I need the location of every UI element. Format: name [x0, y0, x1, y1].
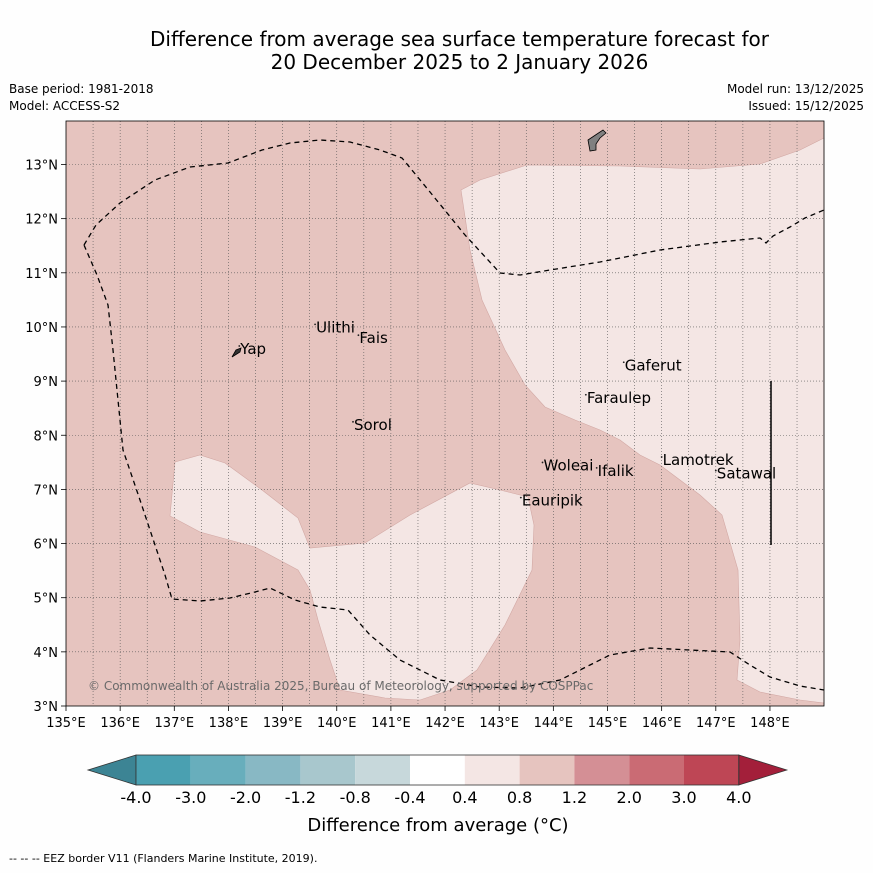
gridlines: [66, 121, 824, 706]
eez-border: [83, 139, 825, 691]
place-dot: [238, 345, 241, 347]
x-tick-label: 146°E: [642, 716, 682, 731]
copyright-notice: © Commonwealth of Australia 2025, Bureau…: [88, 679, 593, 693]
colorbar: -4.0 -3.0 -2.0 -1.2 -0.8 -0.4 0.4 0.8 1.2 2.0 3.0 4…: [86, 754, 789, 807]
x-tick-label: 141°E: [371, 716, 411, 731]
x-tick-label: 140°E: [317, 716, 357, 731]
anomaly-region-south: [169, 454, 535, 701]
meta-right: Model run: 13/12/2025 Issued: 15/12/2025: [727, 81, 864, 115]
colorbar-label: 4.0: [726, 788, 751, 807]
y-tick-label: 8°N: [34, 429, 59, 444]
x-tick-label: 137°E: [155, 716, 195, 731]
place-label-eauripik: Eauripik: [522, 492, 583, 510]
place-label-fais: Fais: [359, 329, 388, 347]
place-label-woleai: Woleai: [544, 456, 594, 474]
colorbar-min-arrow: [86, 754, 137, 786]
y-tick-label: 4°N: [34, 646, 59, 661]
colorbar-label: 0.8: [507, 788, 532, 807]
place-label-faraulep: Faraulep: [587, 389, 651, 407]
x-tick-label: 144°E: [534, 716, 574, 731]
place-dot: [660, 456, 663, 458]
y-tick-label: 10°N: [25, 321, 58, 336]
colorbar-label: -4.0: [120, 788, 151, 807]
colorbar-label: 0.4: [452, 788, 477, 807]
x-axis-ticks: 135°E 136°E 137°E 138°E 139°E 140°E 141°E 142°E…: [46, 706, 790, 731]
colorbar-segment: [410, 755, 465, 785]
y-tick-label: 9°N: [34, 375, 59, 390]
colorbar-segment: [136, 755, 191, 785]
place-label-satawal: Satawal: [717, 465, 776, 483]
colorbar-label: -3.0: [175, 788, 206, 807]
place-dot: [595, 466, 598, 469]
colorbar-label: 1.2: [562, 788, 587, 807]
meta-left: Base period: 1981-2018 Model: ACCESS-S2: [9, 81, 154, 115]
x-tick-label: 136°E: [100, 716, 140, 731]
colorbar-segment: [684, 755, 739, 785]
place-label-gaferut: Gaferut: [625, 356, 682, 374]
title-line-1: Difference from average sea surface temp…: [149, 27, 769, 51]
colorbar-segment: [355, 755, 410, 785]
model-name: Model: ACCESS-S2: [9, 99, 121, 113]
colorbar-segment: [519, 755, 575, 785]
colorbar-label: -0.8: [340, 788, 371, 807]
x-tick-label: 138°E: [209, 716, 249, 731]
colorbar-frame: [135, 754, 740, 786]
y-tick-label: 11°N: [25, 267, 58, 282]
x-tick-label: 139°E: [263, 716, 303, 731]
place-label-lamotrek: Lamotrek: [663, 451, 734, 469]
place-dot: [352, 420, 354, 423]
x-tick-label: 142°E: [425, 716, 465, 731]
y-tick-label: 3°N: [34, 700, 59, 715]
x-tick-label: 135°E: [46, 716, 86, 731]
colorbar-label: 3.0: [671, 788, 696, 807]
x-tick-label: 143°E: [479, 716, 519, 731]
y-tick-label: 12°N: [25, 213, 58, 228]
map-title: Difference from average sea surface temp…: [100, 28, 819, 74]
place-dot: [314, 323, 316, 326]
y-tick-label: 6°N: [34, 538, 59, 553]
place-label-sorol: Sorol: [354, 416, 392, 434]
place-dot: [622, 361, 625, 364]
x-tick-label: 147°E: [696, 716, 736, 731]
place-dot: [357, 334, 360, 337]
colorbar-segment: [300, 755, 356, 785]
place-label-ifalik: Ifalik: [598, 462, 634, 480]
model-run: Model run: 13/12/2025: [726, 82, 864, 96]
place-dot: [519, 496, 522, 499]
y-axis-ticks: 3°N 4°N 5°N 6°N 7°N 8°N 9°N 10°N 11°N 12°N 13°N: [25, 159, 66, 715]
base-period: Base period: 1981-2018: [9, 82, 154, 96]
y-tick-label: 5°N: [34, 592, 59, 607]
place-label-yap: Yap: [239, 340, 266, 358]
footer-note: -- -- -- EEZ border V11 (Flanders Marine…: [9, 852, 318, 865]
colorbar-segment: [574, 755, 630, 785]
colorbar-segment: [629, 755, 684, 785]
colorbar-label: -1.2: [285, 788, 316, 807]
colorbar-segment: [190, 755, 246, 785]
colorbar-label: -0.4: [394, 788, 425, 807]
colorbar-title: Difference from average (°C): [307, 815, 569, 836]
issued-date: Issued: 15/12/2025: [748, 99, 864, 113]
place-label-ulithi: Ulithi: [316, 318, 355, 336]
y-tick-label: 7°N: [34, 483, 59, 498]
colorbar-segment: [464, 755, 520, 785]
y-tick-label: 13°N: [25, 159, 58, 174]
x-tick-label: 145°E: [588, 716, 628, 731]
place-dot: [584, 393, 587, 396]
x-tick-label: 148°E: [750, 716, 790, 731]
guam-island: [587, 129, 607, 152]
place-dot: [541, 461, 544, 464]
title-line-2: 20 December 2025 to 2 January 2026: [270, 50, 649, 74]
colorbar-label: -2.0: [230, 788, 261, 807]
colorbar-max-arrow: [738, 754, 789, 786]
anomaly-region-east: [460, 137, 825, 704]
yap-island: [231, 347, 242, 358]
colorbar-label: 2.0: [616, 788, 641, 807]
colorbar-segment: [245, 755, 301, 785]
place-dot: [714, 469, 717, 472]
